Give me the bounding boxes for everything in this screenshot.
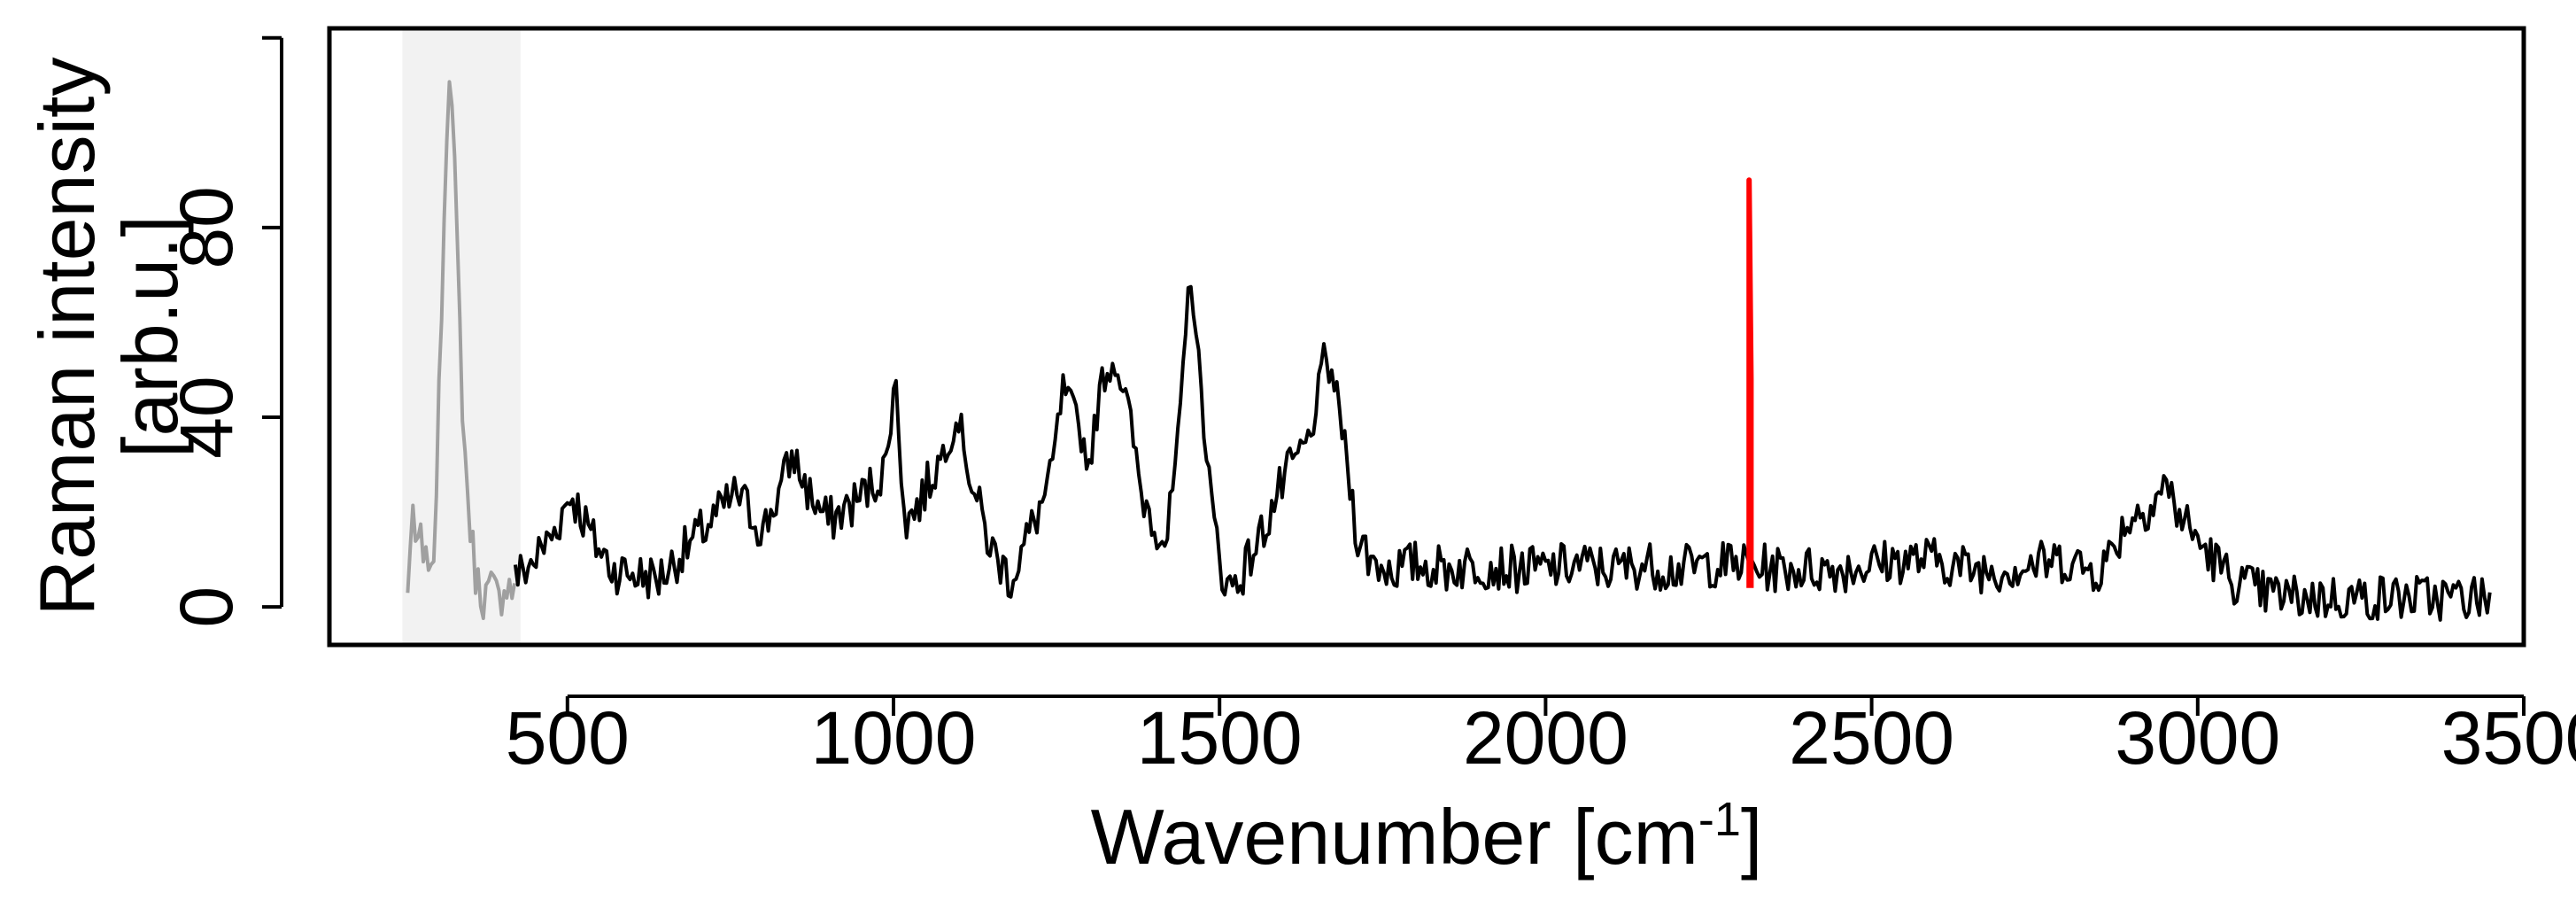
x-axis-label: Wavenumber [cm-1] xyxy=(1091,793,1763,881)
series-line-0 xyxy=(406,80,517,620)
x-tick-label: 1500 xyxy=(1137,696,1303,780)
x-tick-label: 3000 xyxy=(2115,696,2280,780)
x-axis-label-main: Wavenumber [cm xyxy=(1091,793,1698,881)
x-tick-label: 2000 xyxy=(1463,696,1628,780)
y-tick-label: 80 xyxy=(165,186,248,268)
x-axis-label-superscript: -1 xyxy=(1698,793,1741,846)
plot-frame xyxy=(327,26,2526,648)
series-line-2 xyxy=(1746,177,1754,588)
x-axis-label-suffix: ] xyxy=(1741,793,1762,881)
y-axis-label-line2: [arb.u.] xyxy=(106,215,194,458)
x-tick-label: 500 xyxy=(506,696,630,780)
x-tick-label: 2500 xyxy=(1789,696,1954,780)
y-tick-label: 0 xyxy=(165,586,248,628)
series-line-1 xyxy=(513,284,2492,622)
y-tick-label: 40 xyxy=(165,376,248,458)
x-tick-label: 1000 xyxy=(811,696,977,780)
y-axis-label-line1: Raman intensity xyxy=(23,58,111,617)
y-axis: 0 40 80 xyxy=(165,35,283,628)
series-layer xyxy=(406,80,2492,622)
